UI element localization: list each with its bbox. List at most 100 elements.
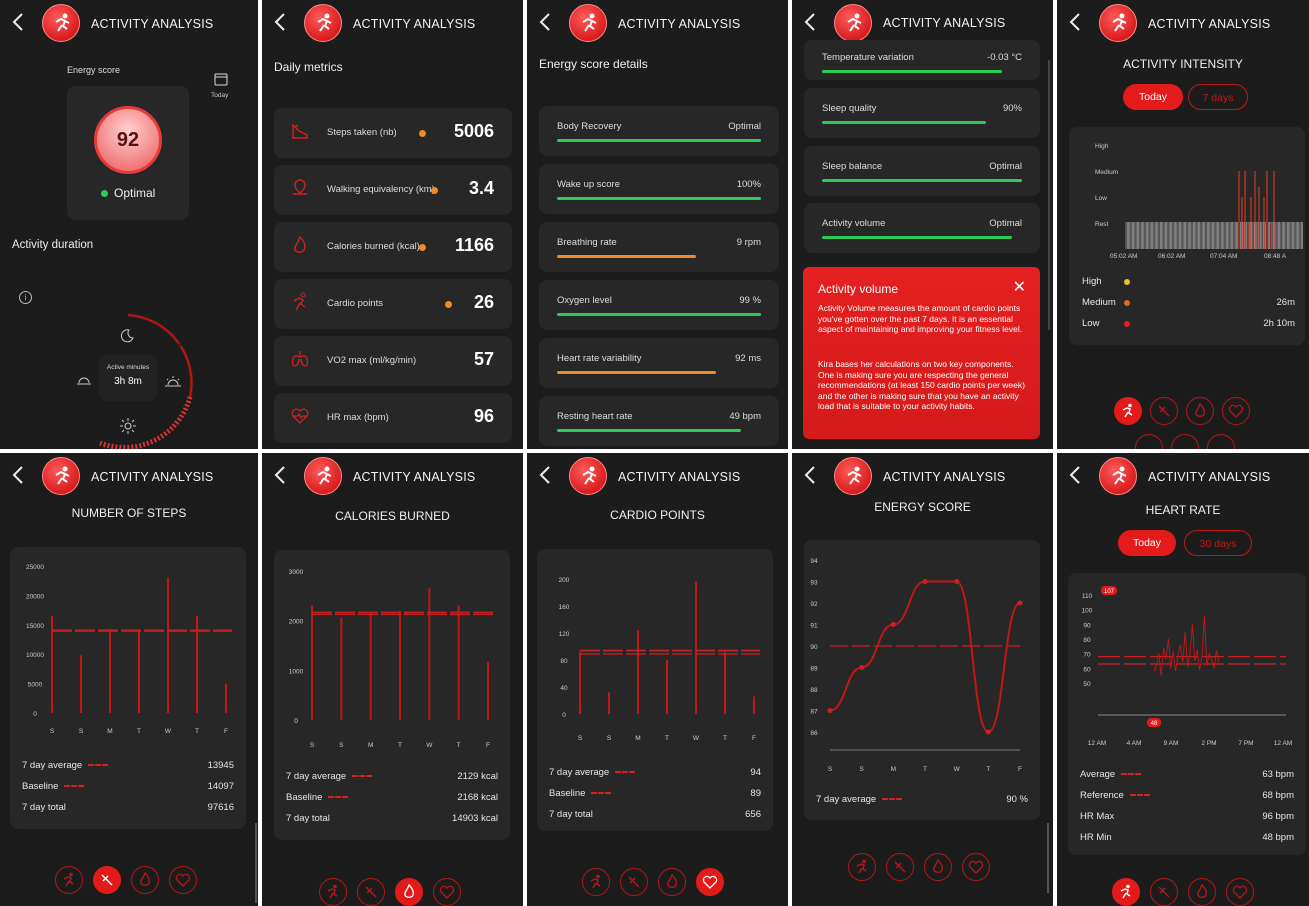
back-arrow-icon[interactable] [1067,12,1083,32]
nav-intensity-button[interactable] [55,866,83,894]
data-point [922,579,928,584]
nav-energy-button[interactable] [1135,434,1163,449]
calendar-icon[interactable] [214,72,228,86]
energy-detail-card[interactable]: Sleep quality 90% [804,88,1040,138]
nav-steps-button[interactable] [1150,397,1178,425]
x-tick-label: T [923,766,927,773]
energy-detail-card[interactable]: Heart rate variability 92 ms [539,338,779,388]
nav-calories-button[interactable] [1188,878,1216,906]
energy-detail-card[interactable]: Oxygen level 99 % [539,280,779,330]
y-tick-label: 25000 [26,564,44,571]
nav-steps-button[interactable] [886,853,914,881]
intensity-legend-row: High [1082,276,1295,287]
nav-calories-button[interactable] [131,866,159,894]
nav-cardio-button[interactable] [1222,397,1250,425]
stat-value: 656 [745,809,761,820]
nav-intensity-button[interactable] [582,868,610,896]
scrollbar[interactable] [1047,823,1049,893]
tab-today[interactable]: Today [1123,84,1183,110]
detail-progress-bar [557,429,741,432]
detail-label: Oxygen level [557,295,612,306]
x-tick-label: M [635,735,640,742]
stat-value: 89 [750,788,761,799]
nav-cardio-button[interactable] [696,868,724,896]
metric-card[interactable]: HR max (bpm) 96 [274,393,512,443]
nav-steps-button[interactable] [1150,878,1178,906]
back-arrow-icon[interactable] [10,465,26,485]
back-arrow-icon[interactable] [802,12,818,32]
legend-label: Medium [1082,297,1116,308]
nav-calories-button[interactable] [924,853,952,881]
nav-vo2-button[interactable] [1207,434,1235,449]
nav-intensity-button[interactable] [848,853,876,881]
scrollbar[interactable] [1048,60,1050,330]
back-arrow-icon[interactable] [1067,465,1083,485]
steps-bar-chart: 25000 20000 15000 10000 5000 0 S S M T W T F [26,564,232,735]
calendar-label[interactable]: Today [211,92,229,99]
nav-intensity-button[interactable] [319,878,347,906]
x-tick-label: M [368,742,373,749]
runner-logo-icon [304,457,342,495]
energy-detail-card[interactable]: Breathing rate 9 rpm [539,222,779,272]
app-title: ACTIVITY ANALYSIS [1148,17,1271,31]
x-tick-label: S [578,735,583,742]
nav-icon [1197,884,1208,898]
legend-value: 2h 10m [1263,318,1295,329]
stat-value: 97616 [207,802,234,813]
y-tick-label: 94 [810,558,818,565]
energy-detail-card[interactable]: Temperature variation -0.03 °C [804,40,1040,80]
metric-label: VO2 max (ml/kg/min) [327,355,417,366]
metric-card[interactable]: Steps taken (nb) 5006 [274,108,512,158]
intensity-legend-row: Medium 26m [1082,297,1295,308]
metric-card[interactable]: Walking equivalency (km) 3.4 [274,165,512,215]
nav-cardio-button[interactable] [1226,878,1254,906]
x-tick-label: F [1018,766,1022,773]
tab-30-days[interactable]: 30 days [1184,530,1252,556]
nav-steps-button[interactable] [357,878,385,906]
dash-legend-icon [1129,794,1150,797]
nav-steps-button[interactable] [620,868,648,896]
nav-intensity-button[interactable] [1112,878,1140,906]
metric-status-dot [419,244,426,251]
nav-calories-button[interactable] [1186,397,1214,425]
x-tick-label: T [457,742,461,749]
detail-label: Body Recovery [557,121,622,132]
energy-detail-card[interactable]: Body Recovery Optimal [539,106,779,156]
nav-calories-button[interactable] [395,878,423,906]
cardio-bar-chart: 200 160 120 80 40 0 S S M T W T F [559,577,760,742]
nav-cardio-button[interactable] [433,878,461,906]
nav-intensity-button[interactable] [1114,397,1142,425]
metric-card[interactable]: Calories burned (kcal) 1166 [274,222,512,272]
shoe-icon [292,123,308,139]
energy-detail-card[interactable]: Resting heart rate 49 bpm [539,396,779,446]
nav-heart-button[interactable] [1171,434,1199,449]
nav-cardio-button[interactable] [962,853,990,881]
energy-detail-card[interactable]: Sleep balance Optimal [804,146,1040,196]
nav-steps-button[interactable] [93,866,121,894]
metric-card[interactable]: VO2 max (ml/kg/min) 57 [274,336,512,386]
app-title: ACTIVITY ANALYSIS [883,16,1006,30]
back-arrow-icon[interactable] [802,465,818,485]
x-tick-label: S [50,728,55,735]
scrollbar[interactable] [255,823,257,903]
energy-score-card[interactable]: 92 Optimal [67,86,189,220]
stat-value: 96 bpm [1262,811,1294,822]
back-arrow-icon[interactable] [537,465,553,485]
tab-today[interactable]: Today [1118,530,1176,556]
nav-cardio-button[interactable] [169,866,197,894]
back-arrow-icon[interactable] [537,12,553,32]
nav-icon [365,886,377,898]
back-arrow-icon[interactable] [10,12,26,32]
app-title: ACTIVITY ANALYSIS [618,470,741,484]
back-arrow-icon[interactable] [272,465,288,485]
nav-calories-button[interactable] [658,868,686,896]
energy-detail-card[interactable]: Wake up score 100% [539,164,779,214]
info-icon[interactable]: i [19,291,32,304]
metric-card[interactable]: Cardio points 26 [274,279,512,329]
nav-icon [933,859,944,873]
tab-7-days[interactable]: 7 days [1188,84,1248,110]
dash-legend-icon [88,764,109,767]
back-arrow-icon[interactable] [272,12,288,32]
energy-detail-card[interactable]: Activity volume Optimal [804,203,1040,253]
close-icon[interactable]: ✕ [1012,279,1026,296]
